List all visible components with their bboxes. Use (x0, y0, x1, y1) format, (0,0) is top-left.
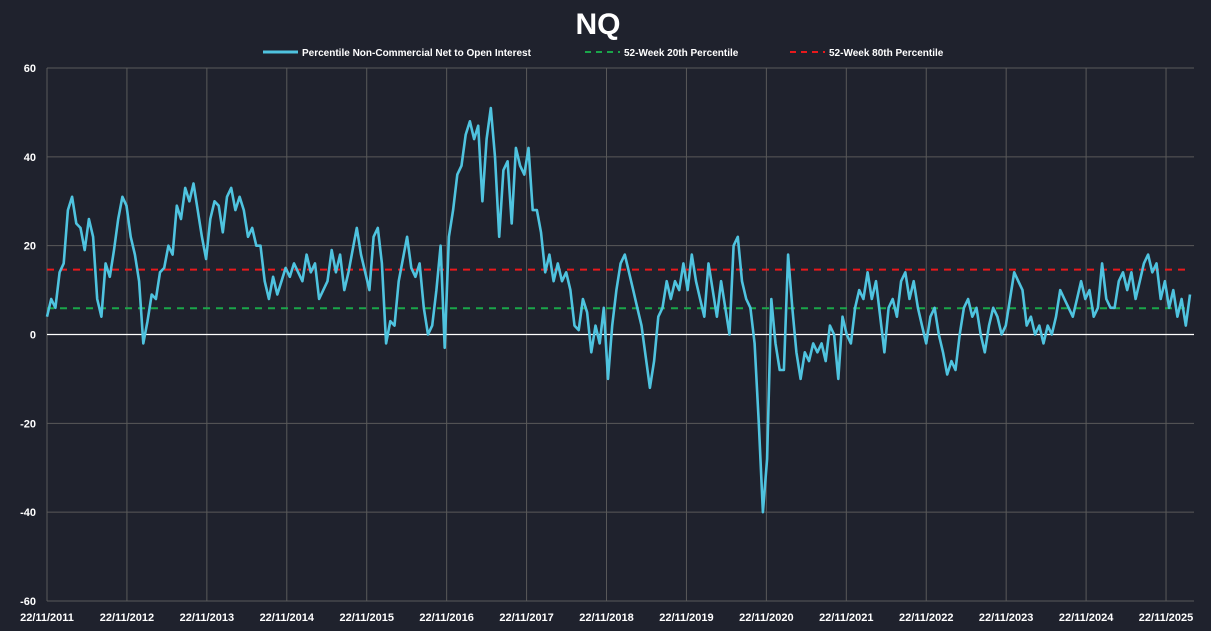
x-tick-label: 22/11/2012 (100, 612, 154, 624)
x-tick-label: 22/11/2025 (1139, 612, 1193, 624)
x-tick-label: 22/11/2021 (819, 612, 873, 624)
x-tick-label: 22/11/2014 (260, 612, 315, 624)
x-tick-label: 22/11/2018 (579, 612, 633, 624)
x-tick-label: 22/11/2022 (899, 612, 953, 624)
x-tick-label: 22/11/2015 (339, 612, 393, 624)
legend-label-p80: 52-Week 80th Percentile (829, 48, 944, 59)
x-tick-label: 22/11/2017 (499, 612, 553, 624)
x-tick-label: 22/11/2024 (1059, 612, 1114, 624)
grid (46, 67, 1194, 602)
y-tick-label: 20 (24, 241, 36, 253)
y-tick-label: -60 (20, 596, 36, 608)
x-tick-label: 22/11/2019 (659, 612, 713, 624)
legend-label-main: Percentile Non-Commercial Net to Open In… (302, 48, 532, 59)
legend: Percentile Non-Commercial Net to Open In… (263, 48, 944, 59)
tick-labels: -60 -40 -20 0 20 40 60 22/11/2011 22/11/2012 22/1… (20, 63, 1193, 624)
x-tick-label: 22/11/2013 (180, 612, 234, 624)
y-tick-label: -40 (20, 507, 36, 519)
legend-label-p20: 52-Week 20th Percentile (624, 48, 739, 59)
x-tick-label: 22/11/2011 (20, 612, 74, 624)
chart-title: NQ (576, 8, 621, 41)
y-tick-label: 40 (24, 152, 36, 164)
y-tick-label: 0 (30, 330, 36, 342)
x-tick-label: 22/11/2016 (419, 612, 473, 624)
x-tick-label: 22/11/2023 (979, 612, 1033, 624)
x-tick-label: 22/11/2020 (739, 612, 793, 624)
series-lines (45, 106, 1192, 514)
main-series-line (45, 106, 1192, 514)
y-tick-label: -20 (20, 418, 36, 430)
y-tick-label: 60 (24, 63, 36, 75)
